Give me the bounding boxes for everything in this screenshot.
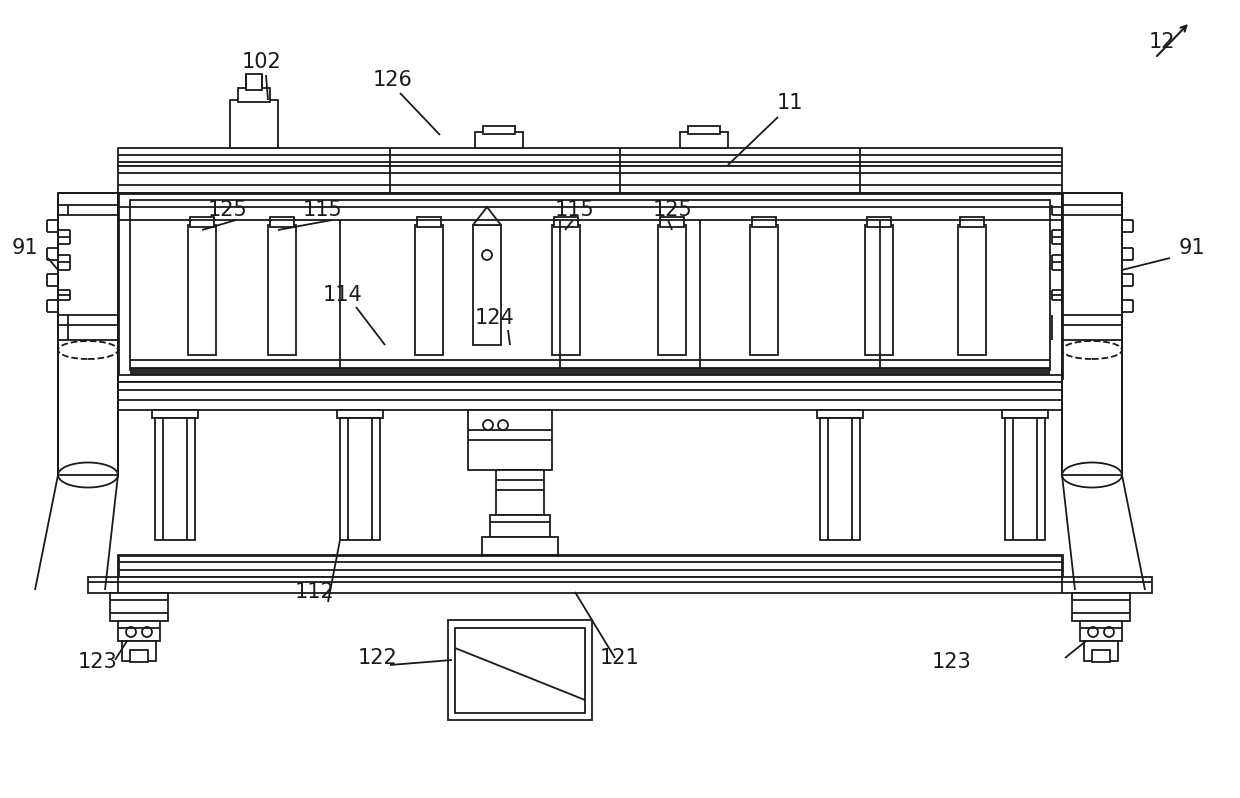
Bar (455, 628, 585, 713)
Text: 11: 11 (776, 93, 804, 113)
Text: 91: 91 (11, 238, 38, 258)
Bar (118, 193, 1061, 378)
Bar (122, 641, 156, 661)
Bar (658, 225, 686, 355)
Text: 122: 122 (358, 648, 398, 668)
Bar (88, 577, 1152, 593)
Bar (118, 621, 160, 641)
Bar (1084, 641, 1118, 661)
Text: 126: 126 (373, 70, 413, 90)
Text: 124: 124 (475, 308, 515, 328)
Bar (552, 225, 580, 355)
Bar (229, 100, 278, 148)
Bar (680, 132, 728, 148)
Text: 102: 102 (242, 52, 281, 72)
Text: 125: 125 (208, 200, 248, 220)
Bar (472, 225, 501, 345)
Circle shape (482, 250, 492, 260)
Bar (866, 225, 893, 355)
Ellipse shape (1061, 463, 1122, 488)
Bar (118, 555, 1061, 577)
Bar (188, 225, 216, 355)
Bar (960, 217, 985, 227)
Bar (110, 593, 167, 621)
Ellipse shape (58, 341, 118, 359)
Bar (482, 537, 558, 555)
Bar (1002, 410, 1048, 418)
Bar (238, 88, 270, 102)
Bar (490, 515, 551, 537)
Bar (337, 410, 383, 418)
Bar (1080, 621, 1122, 641)
Text: 125: 125 (653, 200, 693, 220)
Bar (118, 382, 1061, 410)
Bar (660, 217, 684, 227)
Circle shape (484, 420, 494, 430)
Ellipse shape (1061, 341, 1122, 359)
Bar (415, 225, 443, 355)
Ellipse shape (58, 463, 118, 488)
Bar (448, 620, 591, 720)
Bar (118, 375, 1061, 382)
Bar (554, 217, 578, 227)
Bar (475, 132, 523, 148)
Bar (496, 470, 544, 515)
Bar (130, 200, 1050, 370)
Text: 115: 115 (303, 200, 343, 220)
Bar (867, 217, 892, 227)
Circle shape (126, 627, 136, 637)
Bar (268, 225, 296, 355)
Circle shape (143, 627, 153, 637)
Bar (153, 410, 198, 418)
Bar (417, 217, 441, 227)
Text: 115: 115 (556, 200, 595, 220)
Bar (751, 217, 776, 227)
Polygon shape (472, 207, 501, 225)
Circle shape (1104, 627, 1114, 637)
Text: 112: 112 (295, 582, 335, 602)
Bar (817, 410, 863, 418)
Text: 114: 114 (324, 285, 363, 305)
Bar (246, 74, 262, 90)
Bar (1061, 193, 1122, 475)
Bar (340, 418, 379, 540)
Bar (484, 126, 515, 134)
Bar (750, 225, 777, 355)
Bar (270, 217, 294, 227)
Text: 121: 121 (600, 648, 640, 668)
Bar (467, 410, 552, 470)
Bar (118, 148, 1061, 166)
Text: 12: 12 (1148, 32, 1176, 52)
Circle shape (498, 420, 508, 430)
Bar (1004, 418, 1045, 540)
Text: 123: 123 (932, 652, 972, 672)
Bar (959, 225, 986, 355)
Circle shape (1087, 627, 1097, 637)
Bar (688, 126, 720, 134)
Bar (130, 368, 1050, 378)
Bar (58, 193, 118, 475)
Bar (155, 418, 195, 540)
Bar (118, 166, 1061, 193)
Bar (130, 650, 148, 662)
Bar (1092, 650, 1110, 662)
Bar (1073, 593, 1130, 621)
Text: 123: 123 (78, 652, 118, 672)
Bar (820, 418, 861, 540)
Text: 91: 91 (1179, 238, 1205, 258)
Bar (190, 217, 215, 227)
